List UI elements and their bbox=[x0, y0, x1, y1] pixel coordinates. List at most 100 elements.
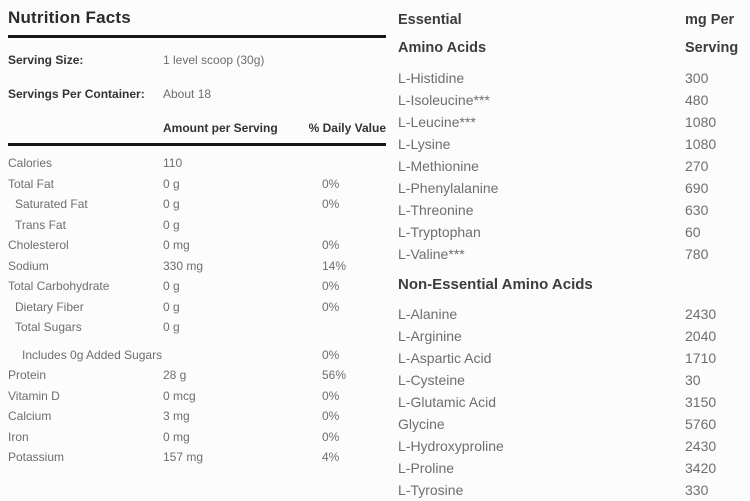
nutrient-daily-value: 0% bbox=[322, 388, 340, 403]
nutrition-rows: Calories 110 Total Fat 0 g 0% Saturated Fat 0 … bbox=[8, 146, 386, 468]
nutrient-amount: 0 mg bbox=[163, 429, 190, 444]
nutrient-label: Total Sugars bbox=[15, 320, 82, 335]
amino-acid-row: L-Glutamic Acid 3150 bbox=[398, 391, 744, 413]
amino-acid-name: L-Threonine bbox=[398, 202, 474, 218]
nutrient-label: Sodium bbox=[8, 258, 49, 273]
amino-acid-name: L-Aspartic Acid bbox=[398, 350, 492, 366]
amino-acid-value: 330 bbox=[685, 482, 709, 498]
column-header-spacer bbox=[8, 121, 163, 135]
amino-acid-name: L-Glutamic Acid bbox=[398, 394, 497, 410]
amino-acid-name: L-Hydroxyproline bbox=[398, 438, 504, 454]
nutrient-daily-value: 0% bbox=[322, 429, 340, 444]
unit-header-line1: mg Per bbox=[685, 12, 735, 28]
amino-acid-value: 480 bbox=[685, 92, 709, 108]
amino-acid-name: L-Leucine*** bbox=[398, 114, 476, 130]
amino-acid-value: 30 bbox=[685, 372, 701, 388]
amino-acid-name: L-Valine*** bbox=[398, 246, 465, 262]
serving-size-label: Serving Size: bbox=[8, 53, 84, 67]
amino-acid-value: 630 bbox=[685, 202, 709, 218]
amino-acid-value: 1080 bbox=[685, 114, 717, 130]
amino-acid-value: 2430 bbox=[685, 306, 717, 322]
nutrient-amount: 110 bbox=[163, 156, 183, 171]
nutrient-amount: 3 mg bbox=[163, 409, 190, 424]
essential-amino-acid-rows: L-Histidine 300 L-Isoleucine*** 480 L-Leucin… bbox=[398, 67, 744, 265]
nutrient-daily-value: 0% bbox=[322, 409, 340, 424]
nutrient-amount: 0 mcg bbox=[163, 388, 196, 403]
daily-value-header: % Daily Value bbox=[308, 121, 386, 135]
servings-per-container-value: About 18 bbox=[163, 87, 212, 101]
divider-rule-mid bbox=[8, 143, 386, 146]
servings-per-container-row: Servings Per Container: About 18 bbox=[8, 87, 386, 101]
nutrition-facts-panel: Nutrition Facts Serving Size: 1 level sc… bbox=[8, 8, 386, 468]
nutrient-daily-value: 0% bbox=[322, 238, 340, 253]
amino-acid-row: L-Leucine*** 1080 bbox=[398, 111, 744, 133]
nutrient-label: Trans Fat bbox=[15, 217, 66, 232]
amino-acid-row: L-Aspartic Acid 1710 bbox=[398, 347, 744, 369]
amino-acid-value: 3420 bbox=[685, 460, 717, 476]
nutrient-daily-value: 56% bbox=[322, 368, 347, 383]
nutrient-label: Protein bbox=[8, 368, 47, 383]
nutrient-amount: 28 g bbox=[163, 368, 187, 383]
amino-acid-value: 60 bbox=[685, 224, 701, 240]
amino-acid-row: L-Cysteine 30 bbox=[398, 369, 744, 391]
amino-acid-value: 5760 bbox=[685, 416, 717, 432]
nutrition-row: Dietary Fiber 0 g 0% bbox=[8, 297, 386, 318]
amino-acid-name: L-Tryptophan bbox=[398, 224, 481, 240]
nutrient-label: Calories bbox=[8, 156, 53, 171]
unit-header-line2: Serving bbox=[685, 40, 739, 56]
nutrition-row: Cholesterol 0 mg 0% bbox=[8, 235, 386, 256]
mg-per-serving-header: mg Per Serving bbox=[685, 6, 738, 62]
nutrient-daily-value: 0% bbox=[322, 176, 340, 191]
nutrient-label: Saturated Fat bbox=[15, 197, 88, 212]
nutrition-row: Trans Fat 0 g bbox=[8, 215, 386, 236]
nutrient-daily-value: 4% bbox=[322, 450, 340, 465]
nutrient-label: Iron bbox=[8, 429, 29, 444]
nutrient-label: Vitamin D bbox=[8, 388, 60, 403]
non-essential-amino-acid-rows: L-Alanine 2430 L-Arginine 2040 L-Aspartic Ac… bbox=[398, 303, 744, 501]
nutrition-row: Calcium 3 mg 0% bbox=[8, 406, 386, 427]
nutrient-amount: 157 mg bbox=[163, 450, 204, 465]
amino-acid-row: L-Tyrosine 330 bbox=[398, 479, 744, 501]
amino-acid-name: L-Isoleucine*** bbox=[398, 92, 490, 108]
amino-acid-name: L-Cysteine bbox=[398, 372, 465, 388]
nutrient-label: Cholesterol bbox=[8, 238, 69, 253]
amino-acid-row: L-Histidine 300 bbox=[398, 67, 744, 89]
nutrient-label: Calcium bbox=[8, 409, 52, 424]
nutrition-row: Sodium 330 mg 14% bbox=[8, 256, 386, 277]
nutrient-amount: 330 mg bbox=[163, 258, 204, 273]
amino-acid-value: 1080 bbox=[685, 136, 717, 152]
nutrition-row: Protein 28 g 56% bbox=[8, 365, 386, 386]
nutrition-row: Total Fat 0 g 0% bbox=[8, 174, 386, 195]
nutrient-label: Total Fat bbox=[8, 176, 55, 191]
nutrient-daily-value: 0% bbox=[322, 347, 340, 362]
amino-acid-value: 2040 bbox=[685, 328, 717, 344]
amino-acid-name: Glycine bbox=[398, 416, 445, 432]
serving-size-row: Serving Size: 1 level scoop (30g) bbox=[8, 53, 386, 67]
nutrient-label: Total Carbohydrate bbox=[8, 279, 110, 294]
amino-acid-name: L-Tyrosine bbox=[398, 482, 464, 498]
serving-size-value: 1 level scoop (30g) bbox=[163, 53, 265, 67]
essential-amino-acids-header: Essential Amino Acids bbox=[398, 6, 685, 62]
nutrient-label: Dietary Fiber bbox=[15, 299, 84, 314]
amino-acid-row: L-Isoleucine*** 480 bbox=[398, 89, 744, 111]
amino-acid-name: L-Proline bbox=[398, 460, 455, 476]
nutrition-column-headers: Amount per Serving % Daily Value bbox=[8, 121, 386, 135]
nutrient-label: Includes 0g Added Sugars bbox=[22, 347, 163, 362]
nutrient-amount: 0 mg bbox=[163, 238, 190, 253]
nutrition-row: Total Carbohydrate 0 g 0% bbox=[8, 276, 386, 297]
nutrient-amount: 0 g bbox=[163, 279, 180, 294]
nutrition-facts-title: Nutrition Facts bbox=[8, 8, 131, 27]
amino-acid-name: L-Methionine bbox=[398, 158, 479, 174]
essential-header-line2: Amino Acids bbox=[398, 40, 487, 56]
nutrient-daily-value: 0% bbox=[322, 197, 340, 212]
amino-acid-name: L-Arginine bbox=[398, 328, 462, 344]
amino-acid-row: L-Valine*** 780 bbox=[398, 243, 744, 265]
amino-acid-name: L-Lysine bbox=[398, 136, 451, 152]
nutrient-amount: 0 g bbox=[163, 299, 180, 314]
nutrition-row: Iron 0 mg 0% bbox=[8, 427, 386, 448]
amino-acid-row: L-Arginine 2040 bbox=[398, 325, 744, 347]
amino-acid-value: 270 bbox=[685, 158, 709, 174]
nutrition-row: Vitamin D 0 mcg 0% bbox=[8, 386, 386, 407]
amino-acid-row: Glycine 5760 bbox=[398, 413, 744, 435]
